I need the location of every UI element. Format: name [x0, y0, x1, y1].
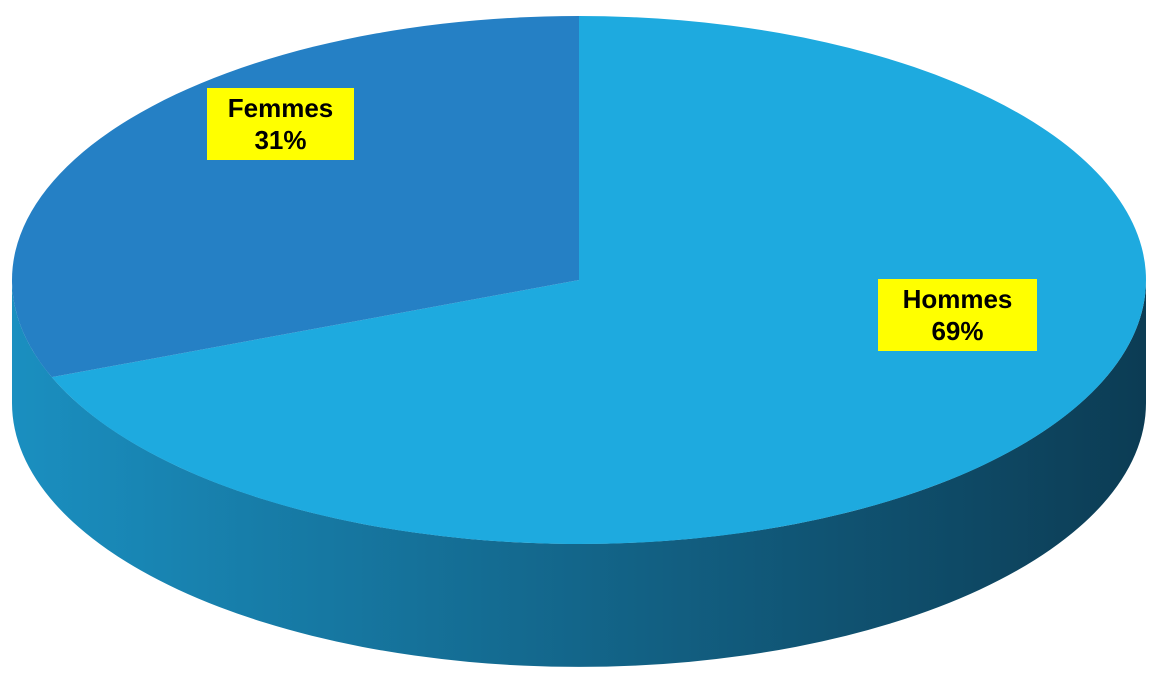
pie-side-wall: [12, 280, 1146, 667]
pie-slice-femmes: [11, 16, 580, 378]
pie-slice-hommes: [51, 16, 1146, 545]
data-label-femmes-name: Femmes: [227, 93, 334, 123]
data-label-femmes-value: 31%: [254, 125, 307, 155]
data-label-hommes-name: Hommes: [902, 284, 1013, 314]
data-label-hommes: Hommes 69%: [878, 279, 1037, 351]
data-label-hommes-value: 69%: [931, 316, 984, 346]
data-label-femmes: Femmes 31%: [207, 88, 354, 160]
